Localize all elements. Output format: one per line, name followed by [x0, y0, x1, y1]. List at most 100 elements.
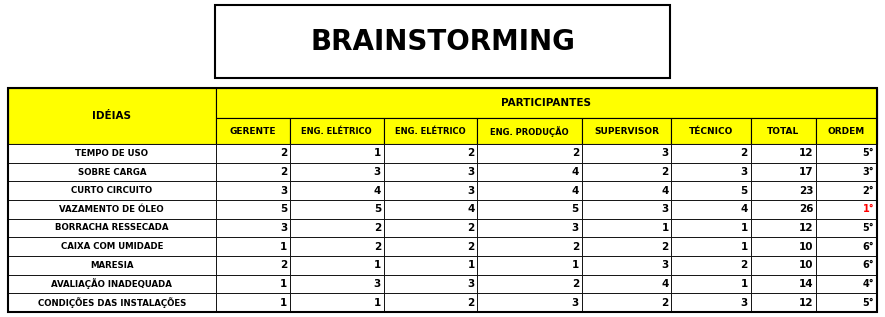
Text: 4°: 4° [863, 279, 874, 289]
Bar [581, 163, 672, 181]
Bar [581, 275, 672, 293]
Text: 17: 17 [799, 167, 813, 177]
Bar [290, 275, 383, 293]
Bar [290, 163, 383, 181]
Bar [216, 275, 290, 293]
Bar [750, 256, 816, 275]
Bar [216, 88, 877, 118]
Bar [477, 200, 581, 219]
Bar [383, 118, 477, 144]
Text: 2: 2 [467, 298, 474, 308]
Text: 5°: 5° [863, 148, 874, 158]
Bar [290, 118, 383, 144]
Bar [672, 293, 750, 312]
Bar [672, 256, 750, 275]
Text: 6°: 6° [863, 242, 874, 252]
Bar [8, 181, 216, 200]
Bar [216, 293, 290, 312]
Bar [8, 256, 216, 275]
Bar [581, 144, 672, 163]
Text: IDÉIAS: IDÉIAS [92, 111, 131, 121]
Bar [216, 237, 290, 256]
Text: TOTAL: TOTAL [767, 126, 799, 136]
Bar [477, 118, 581, 144]
Bar [216, 219, 290, 237]
Bar [581, 219, 672, 237]
Text: 3: 3 [741, 167, 748, 177]
Text: 3°: 3° [863, 167, 874, 177]
Text: TÉCNICO: TÉCNICO [689, 126, 733, 136]
Bar [477, 237, 581, 256]
Text: 4: 4 [661, 186, 669, 196]
Text: 5°: 5° [863, 298, 874, 308]
Bar [290, 237, 383, 256]
Text: 5: 5 [280, 204, 288, 214]
Bar [581, 293, 672, 312]
Text: 3: 3 [572, 223, 579, 233]
Bar [383, 144, 477, 163]
Bar [290, 219, 383, 237]
Bar [8, 88, 216, 144]
Bar [581, 181, 672, 200]
Bar [672, 237, 750, 256]
Text: 2: 2 [373, 242, 381, 252]
Bar [672, 181, 750, 200]
Text: 1°: 1° [863, 204, 874, 214]
Bar [581, 256, 672, 275]
Bar [383, 181, 477, 200]
Bar [215, 5, 670, 78]
Text: 2: 2 [280, 167, 288, 177]
Bar [750, 163, 816, 181]
Bar [216, 256, 290, 275]
Text: ENG. PRODUÇÃO: ENG. PRODUÇÃO [490, 126, 569, 137]
Bar [816, 293, 877, 312]
Bar [8, 88, 877, 312]
Bar [816, 118, 877, 144]
Text: 3: 3 [467, 186, 474, 196]
Text: ENG. ELÉTRICO: ENG. ELÉTRICO [395, 126, 466, 136]
Text: CONDIÇÕES DAS INSTALAÇÕES: CONDIÇÕES DAS INSTALAÇÕES [37, 297, 186, 308]
Bar [383, 163, 477, 181]
Text: SUPERVISOR: SUPERVISOR [594, 126, 659, 136]
Bar [672, 118, 750, 144]
Bar [477, 163, 581, 181]
Bar [8, 144, 216, 163]
Bar [672, 144, 750, 163]
Text: 2°: 2° [863, 186, 874, 196]
Text: ENG. ELÉTRICO: ENG. ELÉTRICO [302, 126, 372, 136]
Text: 2: 2 [467, 148, 474, 158]
Text: CAIXA COM UMIDADE: CAIXA COM UMIDADE [60, 242, 163, 251]
Text: 2: 2 [572, 279, 579, 289]
Text: PARTICIPANTES: PARTICIPANTES [501, 98, 591, 108]
Text: 3: 3 [741, 298, 748, 308]
Text: 2: 2 [467, 223, 474, 233]
Bar [290, 256, 383, 275]
Text: 12: 12 [799, 298, 813, 308]
Text: 2: 2 [661, 167, 669, 177]
Bar [216, 200, 290, 219]
Text: 2: 2 [280, 260, 288, 270]
Text: 2: 2 [741, 148, 748, 158]
Text: 2: 2 [280, 148, 288, 158]
Text: ORDEM: ORDEM [828, 126, 866, 136]
Bar [581, 200, 672, 219]
Bar [672, 163, 750, 181]
Bar [816, 237, 877, 256]
Text: 1: 1 [373, 148, 381, 158]
Bar [750, 275, 816, 293]
Text: 3: 3 [661, 204, 669, 214]
Text: 1: 1 [741, 242, 748, 252]
Text: VAZAMENTO DE ÓLEO: VAZAMENTO DE ÓLEO [59, 205, 164, 214]
Text: 4: 4 [572, 186, 579, 196]
Text: 1: 1 [572, 260, 579, 270]
Text: 1: 1 [741, 279, 748, 289]
Text: BORRACHA RESSECADA: BORRACHA RESSECADA [55, 223, 168, 232]
Text: 3: 3 [373, 279, 381, 289]
Text: GERENTE: GERENTE [229, 126, 276, 136]
Bar [750, 118, 816, 144]
Text: 26: 26 [799, 204, 813, 214]
Text: 2: 2 [661, 298, 669, 308]
Text: 1: 1 [741, 223, 748, 233]
Bar [383, 200, 477, 219]
Text: CURTO CIRCUITO: CURTO CIRCUITO [71, 186, 152, 195]
